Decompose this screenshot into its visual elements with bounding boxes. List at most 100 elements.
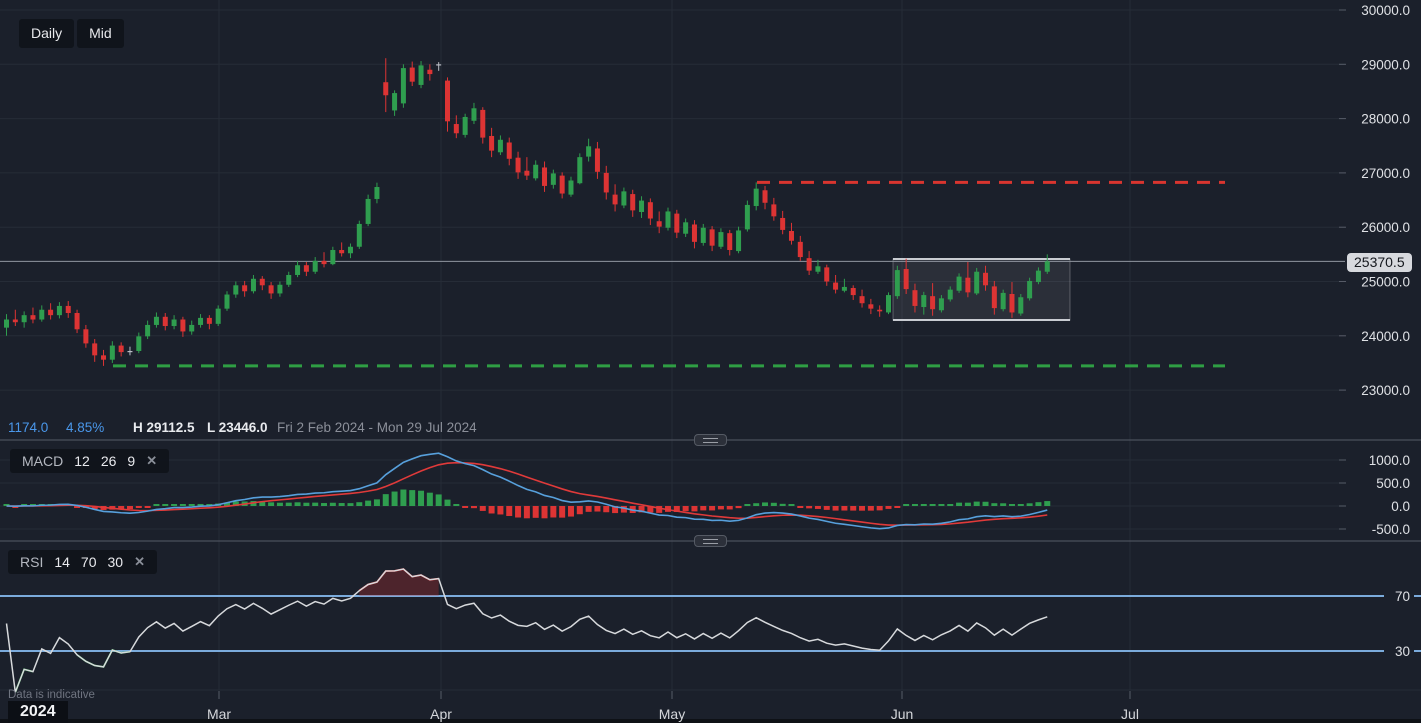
macd-histogram-bar: [126, 506, 133, 510]
change-value: 1174.0: [8, 420, 49, 435]
candle-body: [462, 116, 468, 135]
time-axis-month-label: May: [658, 706, 686, 722]
session-high: H 29112.5: [133, 420, 195, 435]
macd-histogram-bar: [762, 502, 769, 506]
chart-toolbar: Daily Mid: [19, 19, 124, 48]
candle-body: [577, 157, 583, 184]
candle-body: [612, 194, 618, 205]
macd-histogram-bar: [673, 506, 680, 513]
candle-body: [542, 167, 548, 186]
candle-body: [268, 285, 274, 294]
macd-line: [6, 452, 1048, 530]
candle-body: [1027, 280, 1033, 299]
macd-histogram-bar: [21, 504, 28, 506]
candle-body: [453, 124, 459, 134]
candle-body: [39, 309, 45, 320]
candle-body: [365, 198, 371, 224]
candle-body: [171, 319, 177, 327]
panel-resize-handle-macd[interactable]: [694, 434, 727, 446]
macd-histogram-bar: [991, 503, 998, 506]
candle-body: [83, 329, 89, 344]
candle-body: [718, 232, 724, 247]
panel-resize-handle-rsi[interactable]: [694, 535, 727, 547]
macd-histogram-bar: [321, 503, 328, 506]
candle-body: [938, 298, 944, 311]
macd-histogram-bar: [1035, 502, 1042, 506]
session-low: L 23446.0: [207, 420, 268, 435]
macd-param-signal: 9: [127, 453, 136, 469]
grip-icon: [703, 538, 718, 544]
candle-body: [983, 272, 989, 286]
rsi-indicator-chip[interactable]: RSI 14 70 30 ✕: [8, 550, 157, 574]
timeframe-button[interactable]: Daily: [19, 19, 75, 48]
macd-close-icon[interactable]: ✕: [146, 453, 158, 468]
macd-histogram-bar: [691, 506, 698, 512]
candle-body: [850, 288, 856, 296]
price-type-button[interactable]: Mid: [77, 19, 124, 48]
macd-histogram-bar: [232, 501, 239, 506]
candle-body: [841, 286, 847, 291]
macd-histogram-bar: [717, 506, 724, 510]
candle-body: [480, 109, 486, 138]
price-axis-tick-label: 23000.0: [1361, 383, 1410, 398]
candle-body: [753, 188, 759, 207]
candle-body: [153, 316, 159, 325]
candle-body: [356, 223, 362, 247]
date-range: Fri 2 Feb 2024 - Mon 29 Jul 2024: [277, 420, 477, 435]
change-percent: 4.85%: [66, 420, 105, 435]
time-axis-month-label: Jun: [890, 706, 914, 722]
macd-histogram-bar: [479, 506, 486, 511]
macd-histogram-bar: [188, 504, 195, 506]
candle-body: [392, 93, 398, 111]
macd-histogram-bar: [603, 506, 610, 513]
candle-body: [771, 204, 777, 217]
macd-histogram-bar: [135, 506, 142, 509]
rsi-close-icon[interactable]: ✕: [134, 554, 145, 569]
grip-icon: [703, 437, 718, 443]
candle-body: [330, 250, 336, 265]
candle-body: [921, 295, 927, 308]
macd-axis-tick-label: 1000.0: [1369, 453, 1410, 468]
candle-body: [762, 190, 768, 203]
candle-body: [647, 202, 653, 219]
candle-body: [312, 260, 318, 272]
candle-body: [30, 315, 36, 320]
time-axis[interactable]: Mar Apr May Jun Jul: [0, 702, 1345, 722]
candle-body: [12, 319, 18, 323]
macd-histogram-bar: [541, 506, 548, 519]
macd-histogram-bar: [373, 499, 380, 506]
candle-body: [639, 200, 645, 212]
macd-histogram-bar: [929, 504, 936, 506]
candle-body: [674, 213, 680, 233]
macd-histogram-bar: [964, 502, 971, 506]
macd-histogram-bar: [418, 490, 425, 506]
range-box[interactable]: [892, 258, 1071, 321]
macd-indicator-chip[interactable]: MACD 12 26 9 ✕: [10, 449, 170, 473]
macd-histogram-bar: [29, 504, 36, 506]
candle-body: [533, 164, 539, 179]
candle-body: [806, 258, 812, 271]
rsi-label-backing: [1384, 587, 1414, 605]
macd-histogram-bar: [294, 502, 301, 506]
candle-body: [550, 173, 556, 185]
macd-histogram-bar: [1026, 503, 1033, 506]
macd-histogram-bar: [365, 500, 372, 506]
macd-histogram-bar: [144, 506, 151, 508]
macd-histogram-bar: [1017, 504, 1024, 506]
rsi-label-backing: [1384, 642, 1414, 660]
macd-axis-tick-label: -500.0: [1372, 522, 1410, 537]
macd-histogram-bar: [532, 506, 539, 518]
macd-histogram-bar: [903, 504, 910, 506]
macd-histogram-bar: [3, 504, 10, 506]
macd-histogram-bar: [735, 506, 742, 509]
candle-body: [833, 282, 839, 290]
candle-body: [603, 172, 609, 193]
macd-histogram-bar: [276, 502, 283, 506]
candle-body: [233, 285, 239, 295]
candle-body: [736, 230, 742, 252]
macd-histogram-bar: [638, 506, 645, 513]
candle-body: [991, 286, 997, 309]
